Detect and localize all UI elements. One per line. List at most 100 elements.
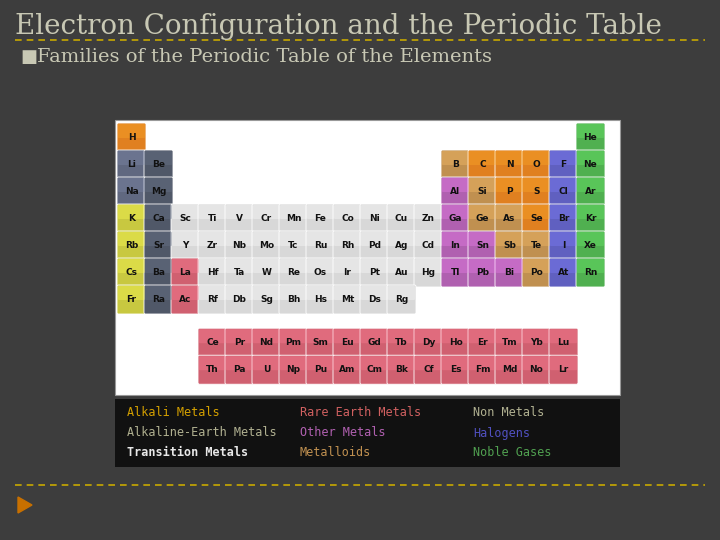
Text: Kr: Kr	[585, 214, 596, 223]
FancyBboxPatch shape	[414, 355, 443, 384]
Text: Ag: Ag	[395, 241, 408, 250]
Text: Hg: Hg	[421, 268, 436, 277]
FancyBboxPatch shape	[522, 177, 551, 206]
FancyBboxPatch shape	[388, 232, 415, 246]
FancyBboxPatch shape	[334, 356, 361, 370]
Text: Zr: Zr	[207, 241, 218, 250]
FancyBboxPatch shape	[549, 150, 578, 179]
Text: Fr: Fr	[127, 295, 137, 304]
Text: N: N	[505, 160, 513, 169]
Text: Te: Te	[531, 241, 542, 250]
Text: Lr: Lr	[559, 365, 569, 374]
FancyBboxPatch shape	[144, 150, 173, 179]
FancyBboxPatch shape	[118, 151, 145, 165]
FancyBboxPatch shape	[360, 231, 389, 260]
FancyBboxPatch shape	[280, 259, 307, 273]
Polygon shape	[18, 497, 32, 513]
FancyBboxPatch shape	[307, 286, 334, 300]
FancyBboxPatch shape	[198, 355, 227, 384]
FancyBboxPatch shape	[306, 355, 335, 384]
FancyBboxPatch shape	[360, 204, 389, 233]
FancyBboxPatch shape	[522, 150, 551, 179]
FancyBboxPatch shape	[415, 356, 442, 370]
FancyBboxPatch shape	[279, 355, 308, 384]
FancyBboxPatch shape	[576, 177, 605, 206]
Text: Bh: Bh	[287, 295, 300, 304]
FancyBboxPatch shape	[225, 355, 254, 384]
FancyBboxPatch shape	[469, 205, 496, 219]
FancyBboxPatch shape	[307, 329, 334, 343]
FancyBboxPatch shape	[496, 329, 523, 343]
FancyBboxPatch shape	[468, 328, 497, 357]
Text: Zn: Zn	[422, 214, 435, 223]
FancyBboxPatch shape	[549, 355, 578, 384]
FancyBboxPatch shape	[468, 204, 497, 233]
FancyBboxPatch shape	[522, 355, 551, 384]
Text: Dy: Dy	[422, 338, 435, 347]
FancyBboxPatch shape	[279, 231, 308, 260]
FancyBboxPatch shape	[199, 232, 226, 246]
FancyBboxPatch shape	[280, 329, 307, 343]
Text: Sr: Sr	[153, 241, 164, 250]
FancyBboxPatch shape	[414, 231, 443, 260]
FancyBboxPatch shape	[388, 329, 415, 343]
Text: Metalloids: Metalloids	[300, 447, 372, 460]
Text: As: As	[503, 214, 516, 223]
FancyBboxPatch shape	[117, 123, 146, 152]
Text: At: At	[558, 268, 570, 277]
FancyBboxPatch shape	[496, 151, 523, 165]
FancyBboxPatch shape	[496, 178, 523, 192]
FancyBboxPatch shape	[199, 259, 226, 273]
FancyBboxPatch shape	[172, 205, 199, 219]
FancyBboxPatch shape	[253, 205, 280, 219]
FancyBboxPatch shape	[333, 204, 362, 233]
Text: Ds: Ds	[368, 295, 381, 304]
FancyBboxPatch shape	[333, 258, 362, 287]
Text: Pt: Pt	[369, 268, 380, 277]
FancyBboxPatch shape	[252, 285, 281, 314]
Text: Ra: Ra	[152, 295, 165, 304]
Text: Se: Se	[530, 214, 543, 223]
Text: I: I	[562, 241, 565, 250]
FancyBboxPatch shape	[577, 151, 604, 165]
Text: Br: Br	[558, 214, 570, 223]
Text: Md: Md	[502, 365, 517, 374]
Text: Mn: Mn	[286, 214, 301, 223]
Text: Ir: Ir	[343, 268, 351, 277]
Text: Er: Er	[477, 338, 488, 347]
Text: Sc: Sc	[179, 214, 192, 223]
Text: Cr: Cr	[261, 214, 272, 223]
FancyBboxPatch shape	[442, 259, 469, 273]
Text: Al: Al	[451, 187, 461, 196]
FancyBboxPatch shape	[117, 285, 146, 314]
FancyBboxPatch shape	[522, 231, 551, 260]
FancyBboxPatch shape	[577, 205, 604, 219]
Text: Am: Am	[339, 365, 356, 374]
FancyBboxPatch shape	[252, 355, 281, 384]
FancyBboxPatch shape	[145, 259, 172, 273]
Text: V: V	[236, 214, 243, 223]
FancyBboxPatch shape	[198, 204, 227, 233]
Text: Bk: Bk	[395, 365, 408, 374]
Text: Pb: Pb	[476, 268, 489, 277]
Text: Os: Os	[314, 268, 327, 277]
FancyBboxPatch shape	[550, 232, 577, 246]
FancyBboxPatch shape	[361, 205, 388, 219]
Text: Pr: Pr	[234, 338, 245, 347]
FancyBboxPatch shape	[306, 285, 335, 314]
FancyBboxPatch shape	[388, 259, 415, 273]
FancyBboxPatch shape	[171, 258, 200, 287]
FancyBboxPatch shape	[118, 205, 145, 219]
FancyBboxPatch shape	[199, 286, 226, 300]
Text: Non Metals: Non Metals	[473, 407, 544, 420]
Text: Ca: Ca	[152, 214, 165, 223]
Text: Ru: Ru	[314, 241, 327, 250]
FancyBboxPatch shape	[307, 356, 334, 370]
FancyBboxPatch shape	[469, 178, 496, 192]
FancyBboxPatch shape	[198, 328, 227, 357]
Text: Mo: Mo	[259, 241, 274, 250]
Text: Mg: Mg	[150, 187, 166, 196]
FancyBboxPatch shape	[388, 286, 415, 300]
Text: Mt: Mt	[341, 295, 354, 304]
FancyBboxPatch shape	[495, 150, 524, 179]
